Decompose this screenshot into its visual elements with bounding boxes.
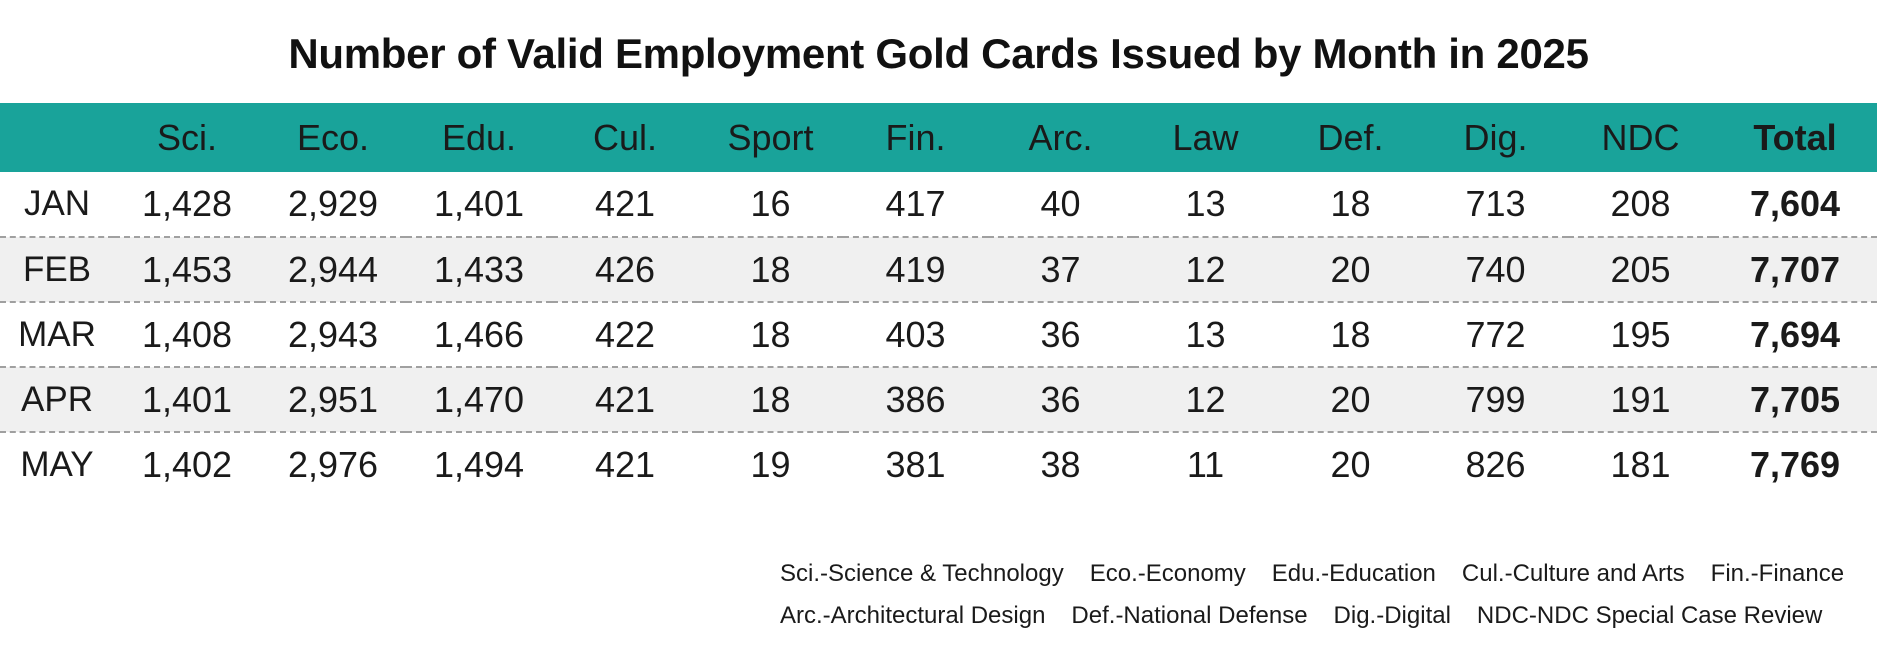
row-total: 7,769 (1749, 444, 1841, 485)
legend-item-ndc: NDC-NDC Special Case Review (1476, 602, 1823, 629)
column-header-fin: Fin. (885, 116, 946, 158)
table-cell: 18 (750, 248, 791, 290)
legend-item-eco: Eco.-Economy (1089, 560, 1246, 587)
legend-item-sci: Sci.-Science & Technology (780, 560, 1064, 587)
abbreviation-legend: Sci.-Science & Technology Eco.-Economy E… (780, 553, 1870, 637)
table-row: FEB 1,453 2,944 1,433 426 18 419 37 12 2… (0, 237, 1877, 302)
table-cell: 19 (750, 444, 791, 485)
row-total: 7,707 (1749, 248, 1841, 290)
table-cell: 2,944 (287, 248, 379, 290)
table-cell: 386 (885, 378, 946, 420)
table-cell: 417 (885, 183, 946, 224)
row-label: MAY (20, 445, 94, 484)
table-cell: 20 (1330, 248, 1371, 290)
legend-item-cul: Cul.-Culture and Arts (1461, 560, 1685, 587)
table-cell: 381 (885, 444, 946, 485)
table-cell: 1,402 (141, 444, 233, 485)
table-cell: 16 (750, 183, 791, 224)
table-cell: 740 (1465, 248, 1526, 290)
table-cell: 422 (594, 313, 656, 355)
row-label: FEB (22, 249, 92, 289)
table-cell: 181 (1610, 444, 1671, 485)
legend-line: Arc.-Architectural Design Def.-National … (780, 595, 1870, 637)
header-row: Sci. Eco. Edu. Cul. Sport Fin. Arc. Law … (0, 103, 1877, 172)
table-row: MAR 1,408 2,943 1,466 422 18 403 36 13 1… (0, 302, 1877, 367)
table-cell: 191 (1610, 378, 1671, 420)
legend-item-fin: Fin.-Finance (1710, 560, 1845, 587)
table-cell: 2,943 (287, 313, 379, 355)
column-header-def: Def. (1317, 116, 1384, 158)
table-cell: 12 (1185, 378, 1226, 420)
table-cell: 421 (594, 444, 656, 485)
table-row: APR 1,401 2,951 1,470 421 18 386 36 12 2… (0, 367, 1877, 432)
table-cell: 772 (1465, 313, 1526, 355)
table-cell: 403 (885, 313, 946, 355)
column-header-cul: Cul. (592, 116, 658, 158)
column-header-total: Total (1753, 116, 1837, 158)
row-label: MAR (18, 314, 96, 354)
table-row: MAY 1,402 2,976 1,494 421 19 381 38 11 2… (0, 432, 1877, 497)
column-header-edu: Edu. (441, 116, 517, 158)
table-cell: 713 (1465, 183, 1526, 224)
table-cell: 799 (1465, 378, 1526, 420)
table-cell: 37 (1040, 248, 1081, 290)
table-cell: 36 (1040, 378, 1081, 420)
table-cell: 195 (1610, 313, 1671, 355)
column-header-dig: Dig. (1463, 116, 1528, 158)
table-cell: 208 (1610, 183, 1671, 224)
legend-item-edu: Edu.-Education (1271, 560, 1436, 587)
table-cell: 1,401 (433, 183, 525, 224)
table-cell: 205 (1610, 248, 1671, 290)
column-header-sci: Sci. (156, 116, 217, 158)
table-cell: 40 (1040, 183, 1081, 224)
table-cell: 419 (885, 248, 946, 290)
table-cell: 421 (594, 183, 656, 224)
table-title: Number of Valid Employment Gold Cards Is… (288, 30, 1589, 77)
table-cell: 20 (1330, 444, 1371, 485)
table-cell: 2,976 (287, 444, 379, 485)
table-cell: 18 (750, 378, 791, 420)
legend-item-arc: Arc.-Architectural Design (780, 602, 1046, 629)
table-cell: 426 (594, 248, 656, 290)
table-cell: 1,433 (433, 248, 525, 290)
table-cell: 38 (1040, 444, 1081, 485)
table-cell: 1,408 (141, 313, 233, 355)
table-cell: 1,401 (141, 378, 233, 420)
table-cell: 18 (1330, 183, 1371, 224)
legend-item-def: Def.-National Defense (1071, 602, 1308, 629)
table-cell: 2,951 (287, 378, 379, 420)
column-header-arc: Arc. (1028, 116, 1093, 158)
table-cell: 826 (1465, 444, 1526, 485)
table-cell: 1,470 (433, 378, 525, 420)
table-cell: 421 (594, 378, 656, 420)
column-header-sport: Sport (727, 116, 814, 158)
table-cell: 13 (1185, 183, 1226, 224)
table-cell: 1,494 (433, 444, 525, 485)
legend-item-dig: Dig.-Digital (1333, 602, 1451, 629)
table-cell: 36 (1040, 313, 1081, 355)
table-cell: 11 (1186, 444, 1225, 485)
row-label: APR (21, 379, 93, 419)
row-total: 7,705 (1749, 378, 1841, 420)
column-header-eco: Eco. (296, 116, 370, 158)
column-header-law: Law (1172, 116, 1239, 158)
table-cell: 2,929 (287, 183, 379, 224)
table-cell: 12 (1185, 248, 1226, 290)
table-cell: 18 (750, 313, 791, 355)
row-total: 7,694 (1749, 313, 1841, 355)
column-header-ndc: NDC (1601, 116, 1680, 158)
table-cell: 13 (1185, 313, 1226, 355)
row-total: 7,604 (1749, 183, 1841, 224)
column-header-month (0, 103, 114, 172)
table-cell: 1,453 (141, 248, 233, 290)
table-row: JAN 1,428 2,929 1,401 421 16 417 40 13 1… (0, 172, 1877, 237)
legend-line: Sci.-Science & Technology Eco.-Economy E… (780, 553, 1870, 595)
table-cell: 1,428 (141, 183, 233, 224)
row-label: JAN (23, 184, 91, 223)
table-cell: 1,466 (433, 313, 525, 355)
table-cell: 18 (1330, 313, 1371, 355)
gold-card-table: Sci. Eco. Edu. Cul. Sport Fin. Arc. Law … (0, 103, 1877, 497)
table-cell: 20 (1330, 378, 1371, 420)
